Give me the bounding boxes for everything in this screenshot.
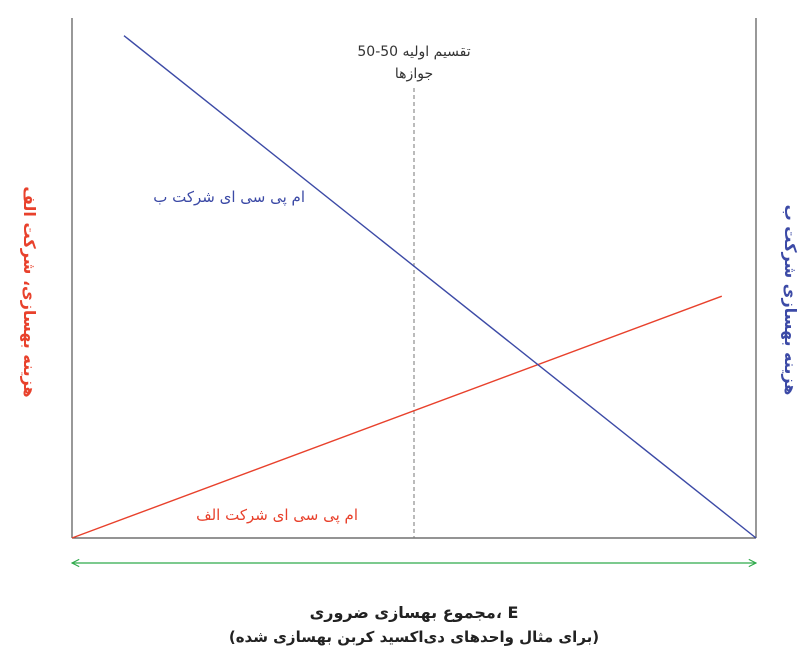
firm-b-mac-line [123, 35, 757, 539]
right-y-axis-label: هزینه بهسازی شرکت ب [781, 205, 800, 396]
x-axis-label-line2: (برای مثال واحدهای دی‌اکسید کربن بهسازی … [229, 628, 599, 646]
firm-a-mac-label: ام پی سی ای شرکت الف [196, 506, 358, 525]
firm-b-mac-label: ام پی سی ای شرکت ب [153, 188, 305, 207]
allocation-annotation-line2: جوازها [395, 66, 433, 82]
allocation-annotation-line1: تقسیم اولیه 50-50 [357, 44, 470, 60]
left-y-axis-label: هزینه بهسازی، شرکت الف [20, 186, 39, 397]
x-axis-label-line1: مجموع بهسازی ضروری، E [310, 603, 519, 622]
firm-a-mac-line [71, 295, 723, 539]
